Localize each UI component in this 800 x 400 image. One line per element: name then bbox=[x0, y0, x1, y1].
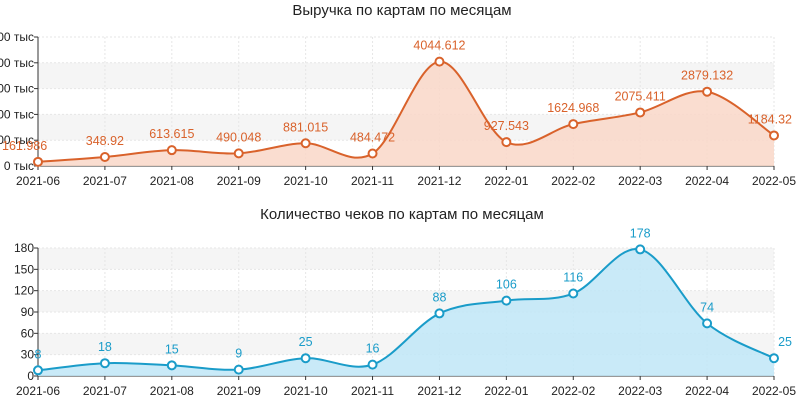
receipts-x-tick-label: 2021-10 bbox=[284, 384, 328, 398]
receipts-y-tick-label: 30 bbox=[21, 348, 35, 362]
receipts-x-tick-label: 2021-12 bbox=[417, 384, 461, 398]
revenue-data-label: 2879.132 bbox=[681, 69, 733, 83]
receipts-y-tick-label: 120 bbox=[14, 284, 34, 298]
receipts-data-point[interactable] bbox=[166, 360, 177, 371]
receipts-series-area bbox=[38, 248, 774, 376]
receipts-data-label: 18 bbox=[98, 340, 112, 354]
revenue-data-point[interactable] bbox=[233, 148, 244, 159]
receipts-x-tick-label: 2022-04 bbox=[685, 384, 729, 398]
revenue-data-point[interactable] bbox=[99, 151, 110, 162]
receipts-data-point[interactable] bbox=[434, 308, 445, 319]
revenue-data-label: 490.048 bbox=[216, 130, 261, 144]
revenue-y-tick-label: 0 тыс bbox=[4, 159, 34, 173]
receipts-chart-title: Количество чеков по картам по месяцам bbox=[260, 206, 544, 223]
revenue-data-label: 881.015 bbox=[283, 120, 328, 134]
receipts-data-point[interactable] bbox=[702, 318, 713, 329]
receipts-x-tick-label: 2021-06 bbox=[16, 384, 60, 398]
revenue-x-tick-label: 2022-05 bbox=[752, 174, 796, 188]
revenue-x-tick-label: 2021-06 bbox=[16, 174, 60, 188]
receipts-data-label: 16 bbox=[366, 342, 380, 356]
receipts-x-tick-label: 2021-07 bbox=[83, 384, 127, 398]
revenue-x-tick-label: 2021-09 bbox=[217, 174, 261, 188]
revenue-x-tick-label: 2021-12 bbox=[417, 174, 461, 188]
revenue-y-tick-label: 4000 тыс bbox=[0, 56, 34, 70]
revenue-data-point[interactable] bbox=[300, 138, 311, 149]
receipts-x-tick-label: 2022-01 bbox=[484, 384, 528, 398]
receipts-y-tick-label: 150 bbox=[14, 262, 34, 276]
receipts-data-point[interactable] bbox=[769, 353, 779, 364]
receipts-chart: Количество чеков по картам по месяцам 0 3… bbox=[14, 206, 796, 398]
receipts-data-point[interactable] bbox=[501, 295, 512, 306]
receipts-x-tick-label: 2022-05 bbox=[752, 384, 796, 398]
revenue-x-tick-label: 2021-07 bbox=[83, 174, 127, 188]
revenue-x-tick-label: 2022-03 bbox=[618, 174, 662, 188]
receipts-data-label: 178 bbox=[630, 226, 651, 240]
receipts-y-tick-label: 0 bbox=[27, 369, 34, 383]
receipts-x-tick-label: 2022-02 bbox=[551, 384, 595, 398]
revenue-y-tick-label: 3000 тыс bbox=[0, 82, 34, 96]
receipts-data-label: 25 bbox=[299, 335, 313, 349]
receipts-data-label: 116 bbox=[563, 271, 583, 285]
receipts-y-tick-label: 180 bbox=[14, 241, 34, 255]
revenue-y-tick-label: 1000 тыс bbox=[0, 133, 34, 147]
receipts-x-tick-label: 2021-08 bbox=[150, 384, 194, 398]
revenue-series-area bbox=[38, 61, 774, 167]
revenue-data-label: 613.615 bbox=[149, 127, 194, 141]
revenue-data-point[interactable] bbox=[33, 156, 43, 167]
receipts-x-tick-label: 2021-11 bbox=[351, 384, 394, 398]
revenue-data-label: 348.92 bbox=[86, 134, 124, 148]
receipts-y-tick-label: 90 bbox=[21, 305, 35, 319]
receipts-x-tick-label: 2021-09 bbox=[217, 384, 261, 398]
revenue-data-point[interactable] bbox=[769, 130, 779, 141]
receipts-data-label: 74 bbox=[700, 300, 714, 314]
revenue-x-tick-label: 2022-02 bbox=[551, 174, 595, 188]
receipts-data-point[interactable] bbox=[367, 359, 378, 370]
revenue-data-label: 927.543 bbox=[484, 119, 529, 133]
revenue-x-tick-label: 2021-11 bbox=[351, 174, 394, 188]
receipts-data-point[interactable] bbox=[300, 353, 311, 364]
revenue-data-point[interactable] bbox=[367, 148, 378, 159]
revenue-data-label: 484.472 bbox=[350, 131, 395, 145]
revenue-x-tick-label: 2022-01 bbox=[484, 174, 528, 188]
revenue-chart: Выручка по картам по месяцам 0 тыс 1000 т… bbox=[0, 2, 796, 188]
receipts-data-label: 25 bbox=[778, 335, 792, 349]
revenue-data-point[interactable] bbox=[635, 107, 646, 118]
receipts-data-point[interactable] bbox=[568, 288, 579, 299]
receipts-x-tick-label: 2022-03 bbox=[618, 384, 662, 398]
receipts-data-label: 9 bbox=[235, 347, 242, 361]
receipts-grid-band bbox=[38, 248, 774, 270]
revenue-y-tick-label: 2000 тыс bbox=[0, 107, 34, 121]
receipts-data-point[interactable] bbox=[99, 358, 110, 369]
receipts-data-label: 106 bbox=[496, 278, 517, 292]
revenue-data-point[interactable] bbox=[434, 56, 445, 67]
revenue-data-point[interactable] bbox=[702, 86, 713, 97]
revenue-data-label: 2075.411 bbox=[615, 89, 666, 103]
revenue-data-point[interactable] bbox=[166, 145, 177, 156]
revenue-y-tick-label: 5000 тыс bbox=[0, 30, 34, 44]
revenue-data-point[interactable] bbox=[501, 137, 512, 148]
revenue-x-tick-label: 2021-08 bbox=[150, 174, 194, 188]
revenue-x-tick-label: 2021-10 bbox=[284, 174, 328, 188]
receipts-y-tick-label: 60 bbox=[21, 326, 35, 340]
receipts-data-point[interactable] bbox=[33, 365, 43, 376]
revenue-data-label: 1184.32 bbox=[748, 112, 792, 126]
revenue-data-label: 1624.968 bbox=[547, 101, 599, 115]
revenue-grid-band bbox=[38, 62, 774, 89]
revenue-x-tick-label: 2022-04 bbox=[685, 174, 729, 188]
revenue-chart-title: Выручка по картам по месяцам bbox=[292, 2, 511, 19]
receipts-data-label: 15 bbox=[165, 342, 179, 356]
receipts-data-point[interactable] bbox=[635, 244, 646, 255]
receipts-data-label: 8 bbox=[35, 347, 42, 361]
revenue-data-label: 4044.612 bbox=[413, 39, 465, 53]
receipts-data-label: 88 bbox=[433, 290, 447, 304]
receipts-data-point[interactable] bbox=[233, 364, 244, 375]
revenue-data-label: 161.986 bbox=[2, 139, 47, 153]
revenue-data-point[interactable] bbox=[568, 119, 579, 130]
